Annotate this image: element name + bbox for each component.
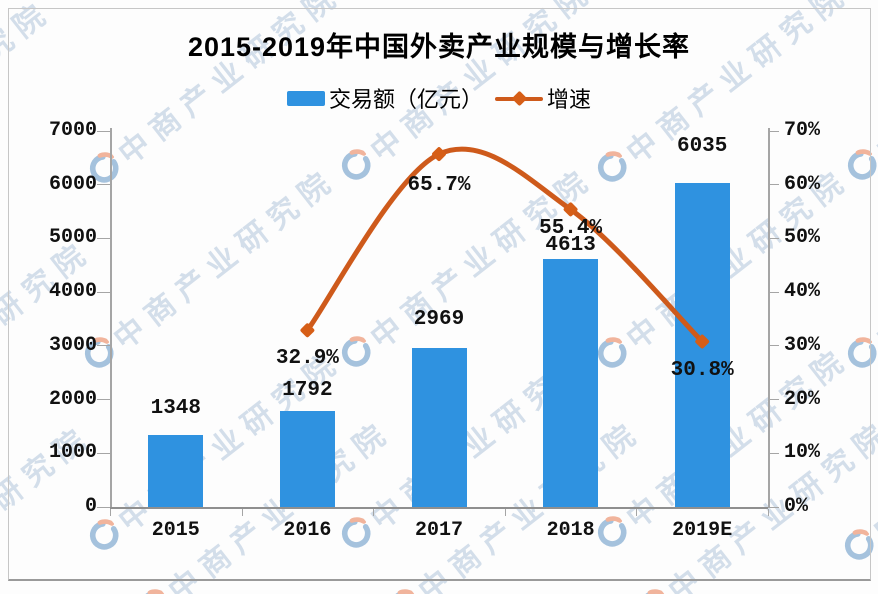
growth-value-2018: 55.4% xyxy=(539,217,603,241)
growth-value-2019E: 30.8% xyxy=(670,358,734,382)
left-axis-tick xyxy=(97,237,110,239)
right-axis-tick xyxy=(768,399,779,401)
askci-logo-icon xyxy=(341,149,371,180)
askci-logo-icon xyxy=(597,151,627,182)
x-axis-label-2015: 2015 xyxy=(151,519,200,542)
askci-logo-icon xyxy=(139,589,169,594)
x-axis-tick xyxy=(110,509,111,516)
left-axis-tick xyxy=(97,452,110,454)
x-axis-tick xyxy=(768,509,769,516)
askci-logo-icon xyxy=(341,517,371,548)
bar-2017 xyxy=(411,347,467,507)
x-axis-tick xyxy=(504,509,506,516)
watermark: 中商产业研究院 xyxy=(837,155,878,380)
left-axis-label: 1000 xyxy=(48,441,97,465)
x-axis-label-2019E: 2019E xyxy=(672,519,733,542)
bar-value-2019E: 6035 xyxy=(676,134,728,158)
bar-series-swatch-icon xyxy=(286,90,325,106)
bar-2018 xyxy=(543,259,599,507)
right-axis-tick xyxy=(768,184,779,186)
right-axis-label: 0% xyxy=(784,495,809,518)
watermark-text: 中商产业研究院 xyxy=(620,162,857,357)
legend-bar-label: 交易额（亿元） xyxy=(328,87,483,112)
right-axis-label: 60% xyxy=(784,172,821,196)
right-axis-tick xyxy=(768,291,779,293)
right-axis-label: 20% xyxy=(784,387,821,411)
right-axis-label: 70% xyxy=(784,119,821,142)
x-axis-tick xyxy=(241,509,243,516)
left-axis-line xyxy=(110,128,112,507)
x-axis-label-2018: 2018 xyxy=(546,519,595,542)
legend-item-growth: 增速 xyxy=(495,82,591,114)
askci-logo-icon xyxy=(389,589,419,594)
askci-logo-icon xyxy=(89,519,119,550)
askci-logo-icon xyxy=(844,529,874,560)
legend: 交易额（亿元） 增速 xyxy=(0,82,878,114)
askci-logo-icon xyxy=(597,516,627,547)
watermark: 中商产业研究院 xyxy=(629,407,878,594)
legend-line-label: 增速 xyxy=(547,87,592,112)
askci-logo-icon xyxy=(341,336,371,367)
growth-marker-icon xyxy=(563,202,578,217)
left-axis-label: 0 xyxy=(84,495,97,518)
right-axis-label: 40% xyxy=(784,280,821,304)
right-axis-tick xyxy=(768,345,779,347)
left-axis-tick xyxy=(97,399,110,401)
askci-logo-icon xyxy=(639,589,669,594)
bar-value-2015: 1348 xyxy=(150,396,202,420)
line-series-marker-icon xyxy=(495,90,543,106)
watermark-text: 中商产业研究院 xyxy=(870,162,878,357)
bar-value-2016: 1792 xyxy=(282,378,333,402)
left-axis-tick xyxy=(97,345,110,347)
watermark-text: 中商产业研究院 xyxy=(867,354,878,549)
chart-title: 2015-2019年中国外卖产业规模与增长率 xyxy=(187,32,691,62)
right-axis-line xyxy=(768,128,770,507)
left-axis-tick xyxy=(97,130,110,132)
x-axis-tick xyxy=(636,509,638,516)
bar-2015 xyxy=(148,434,204,507)
right-axis-label: 50% xyxy=(784,226,821,250)
watermark: 中商产业研究院 xyxy=(834,347,878,572)
growth-marker-icon xyxy=(432,147,446,162)
bar-2016 xyxy=(279,410,335,507)
left-axis-label: 3000 xyxy=(48,333,97,357)
x-axis-line xyxy=(110,507,768,509)
x-axis-label-2016: 2016 xyxy=(283,519,332,542)
right-axis-tick xyxy=(768,130,779,132)
right-axis-label: 30% xyxy=(784,333,821,357)
left-axis-label: 2000 xyxy=(48,387,97,411)
left-axis-tick xyxy=(97,184,110,186)
growth-marker-icon xyxy=(300,323,315,338)
growth-value-2017: 65.7% xyxy=(407,174,471,198)
watermark-text: 中商产业研究院 xyxy=(107,162,344,357)
right-axis-tick xyxy=(768,506,779,508)
right-axis-label: 10% xyxy=(784,441,821,465)
x-axis-label-2017: 2017 xyxy=(414,519,464,542)
left-axis-label: 6000 xyxy=(48,172,97,196)
bar-value-2017: 2969 xyxy=(413,307,465,331)
left-axis-tick xyxy=(97,291,110,293)
askci-logo-icon xyxy=(847,337,877,368)
x-axis-tick xyxy=(373,509,375,516)
right-axis-tick xyxy=(768,237,779,239)
left-axis-tick xyxy=(97,506,110,508)
left-axis-label: 4000 xyxy=(48,280,97,304)
left-axis-label: 5000 xyxy=(48,226,97,250)
bar-2019E xyxy=(674,182,730,507)
left-axis-label: 7000 xyxy=(48,119,97,142)
growth-value-2016: 32.9% xyxy=(275,347,339,371)
legend-item-transactions: 交易额（亿元） xyxy=(286,82,483,114)
right-axis-tick xyxy=(768,452,779,454)
growth-line xyxy=(304,146,705,345)
askci-logo-icon xyxy=(847,149,877,180)
